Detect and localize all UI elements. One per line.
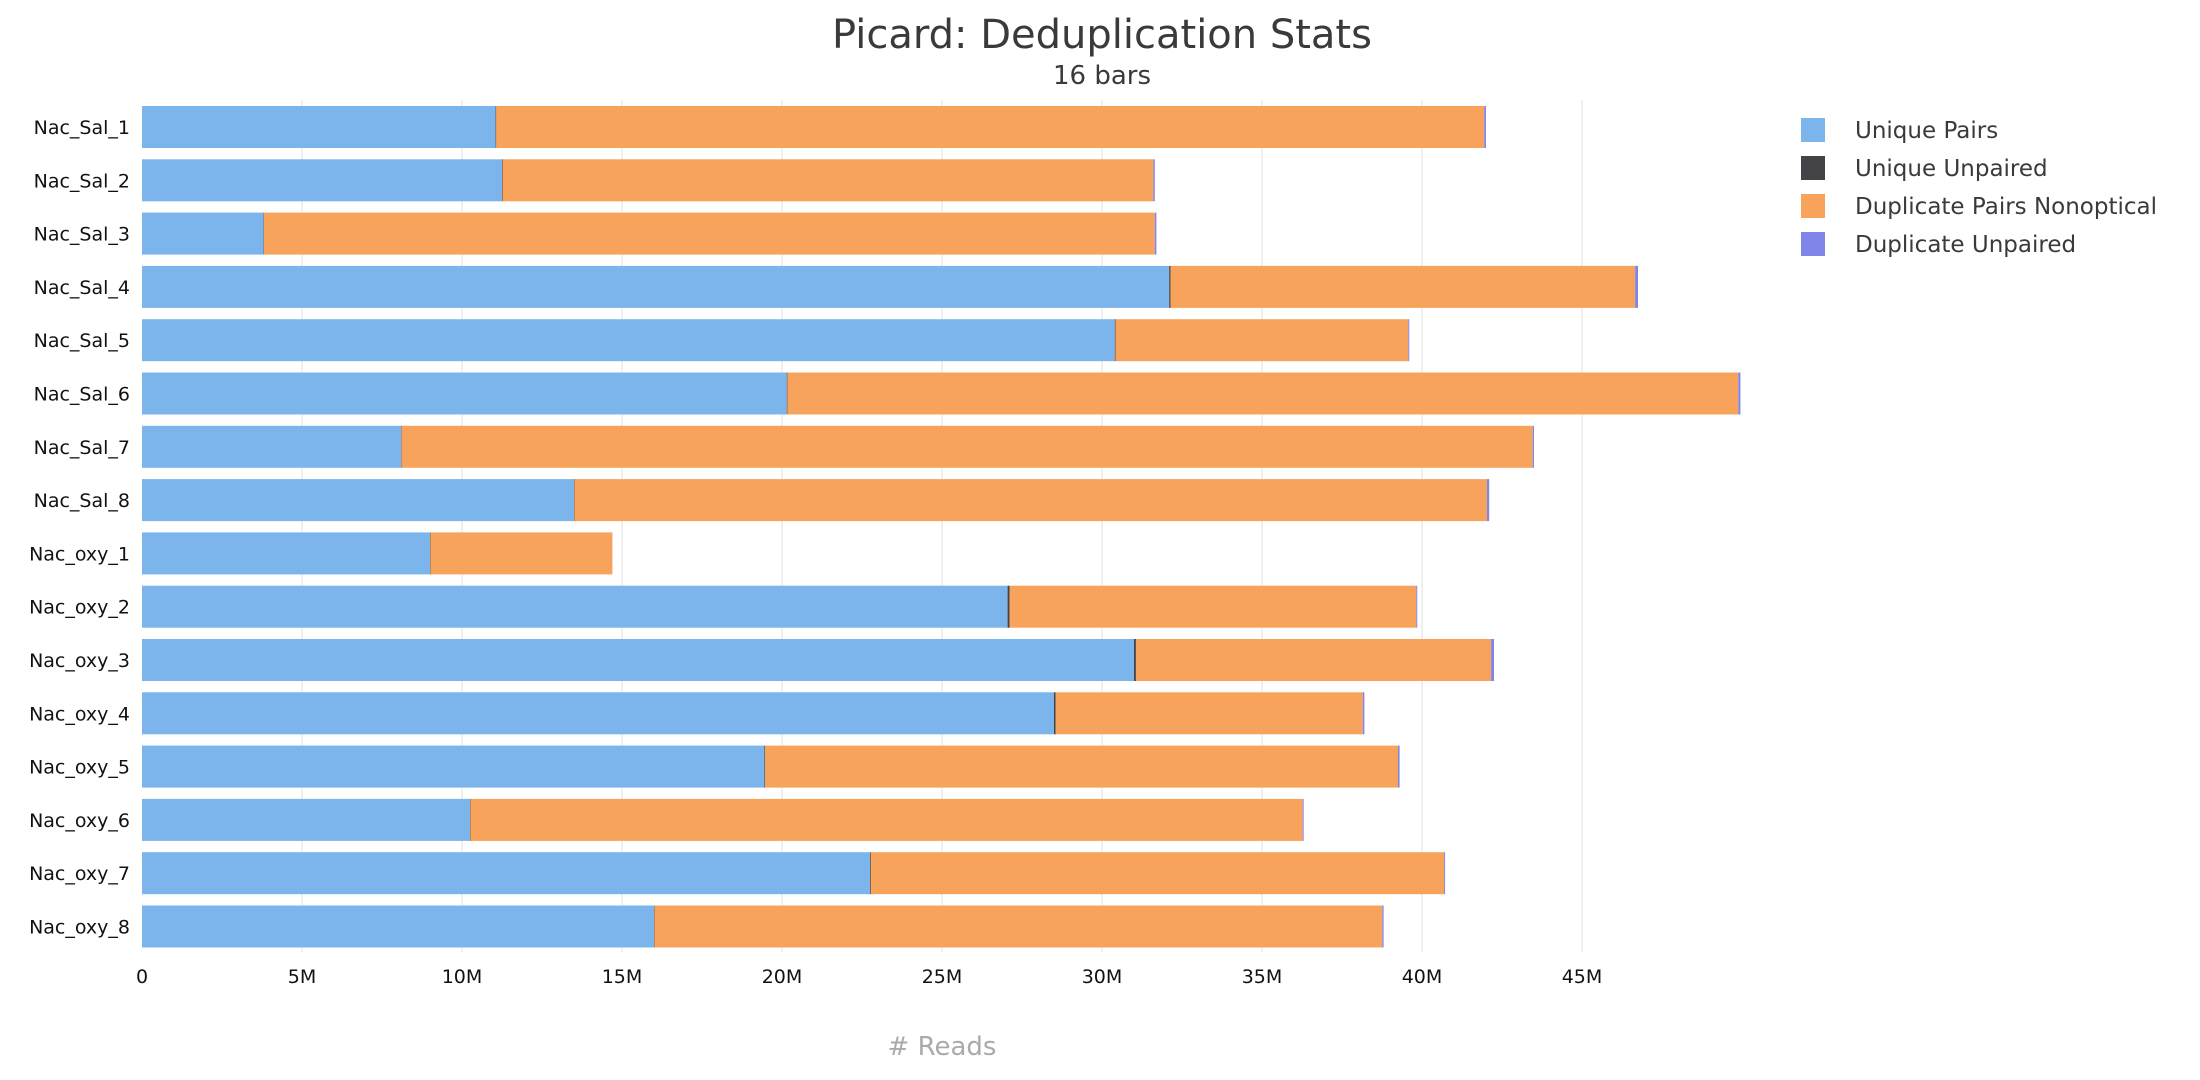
category-label: Nac_oxy_3 <box>29 650 130 672</box>
x-tick-label: 20M <box>762 966 803 988</box>
bar-segment <box>142 265 1170 308</box>
bar-segment <box>765 745 1398 788</box>
bar-segment <box>142 532 430 575</box>
bar-segment <box>1007 585 1010 628</box>
bar-segment <box>502 159 1154 202</box>
bar-segment <box>1362 692 1365 735</box>
category-label: Nac_Sal_7 <box>34 437 130 459</box>
y-axis-labels: Nac_Sal_1 Nac_Sal_2 Nac_Sal_3 Nac_Sal_4 Nac_… <box>29 117 130 939</box>
bar-segment <box>142 905 654 948</box>
category-label: Nac_oxy_4 <box>29 703 130 725</box>
bar-segment <box>142 372 787 415</box>
bar-segment <box>1169 265 1171 308</box>
bar-segment <box>870 852 871 895</box>
category-label: Nac_Sal_2 <box>34 170 130 192</box>
bar-segment <box>1114 319 1116 362</box>
bar-segment <box>1484 106 1486 148</box>
legend-item: Unique Unpaired <box>1855 156 2048 182</box>
bar-segment <box>1135 639 1492 681</box>
category-label: Nac_oxy_5 <box>29 757 130 779</box>
category-label: Nac_Sal_3 <box>34 224 130 246</box>
x-tick-label: 40M <box>1402 966 1443 988</box>
bar-segment <box>430 532 613 575</box>
legend-swatch <box>1801 156 1825 180</box>
bar-segment <box>1154 212 1157 255</box>
x-tick-label: 35M <box>1242 966 1283 988</box>
category-label: Nac_Sal_1 <box>34 117 130 139</box>
bar-segment <box>1115 319 1409 362</box>
bar-segment <box>574 479 1487 522</box>
x-tick-label: 0 <box>136 966 148 988</box>
category-label: Nac_oxy_8 <box>29 917 130 939</box>
bar-segment <box>1444 852 1446 895</box>
bar-segment <box>870 852 1445 895</box>
bar-segment <box>1491 639 1494 681</box>
bar-segment <box>1398 745 1400 788</box>
x-axis-title: # Reads <box>888 1032 997 1062</box>
bar-segment <box>496 106 1485 148</box>
bar-segment <box>263 212 1155 255</box>
legend-item: Unique Pairs <box>1855 118 1998 144</box>
bar-segment <box>142 159 502 202</box>
bar-segment <box>1408 319 1410 362</box>
x-axis-ticks: 0 5M 10M 15M 20M 25M 30M 35M 40M 45M <box>136 966 1602 988</box>
bar-segment <box>1054 692 1056 735</box>
bar-segment <box>142 639 1134 681</box>
category-label: Nac_oxy_2 <box>29 597 130 619</box>
bar-segment <box>1486 479 1490 522</box>
bar-segment <box>142 798 470 841</box>
category-label: Nac_oxy_1 <box>29 543 130 565</box>
bars <box>142 106 1741 948</box>
legend-swatch <box>1801 118 1825 142</box>
legend-swatch <box>1801 194 1825 218</box>
bar-segment <box>1416 585 1418 628</box>
bar-segment <box>1170 265 1636 308</box>
bar-segment <box>654 905 1383 948</box>
category-label: Nac_Sal_4 <box>34 277 130 299</box>
x-tick-label: 5M <box>288 966 316 988</box>
bar-segment <box>142 106 496 148</box>
bar-segment <box>1009 585 1417 628</box>
bar-segment <box>142 585 1008 628</box>
legend-swatch <box>1801 232 1825 256</box>
bar-segment <box>787 372 1739 415</box>
bar-segment <box>1302 798 1304 841</box>
bar-segment <box>1055 692 1363 735</box>
category-label: Nac_Sal_5 <box>34 330 130 352</box>
bar-segment <box>1635 265 1638 308</box>
bar-segment <box>1134 639 1136 681</box>
bar-segment <box>764 745 766 788</box>
legend-item: Duplicate Pairs Nonoptical <box>1855 194 2157 220</box>
x-tick-label: 30M <box>1082 966 1123 988</box>
x-tick-label: 25M <box>922 966 963 988</box>
x-tick-label: 45M <box>1562 966 1603 988</box>
chart-title: Picard: Deduplication Stats <box>832 12 1372 58</box>
bar-segment <box>1532 425 1534 468</box>
category-label: Nac_Sal_8 <box>34 490 130 512</box>
legend-item: Duplicate Unpaired <box>1855 232 2076 258</box>
bar-segment <box>142 745 765 788</box>
category-label: Nac_oxy_7 <box>29 863 130 885</box>
bar-segment <box>142 212 264 255</box>
chart-subtitle: 16 bars <box>1053 61 1151 91</box>
category-label: Nac_Sal_6 <box>34 384 130 406</box>
bar-segment <box>142 479 574 522</box>
bar-segment <box>142 852 870 895</box>
bar-segment <box>1153 159 1155 202</box>
bar-segment <box>401 425 1533 468</box>
category-label: Nac_oxy_6 <box>29 810 130 832</box>
x-tick-label: 15M <box>602 966 643 988</box>
bar-segment <box>142 319 1115 362</box>
bar-segment <box>1382 905 1384 948</box>
legend: Unique Pairs Unique Unpaired Duplicate Pai… <box>1801 118 2157 258</box>
bar-segment <box>142 425 402 468</box>
bar-segment <box>1738 372 1741 415</box>
bar-segment <box>470 798 1303 841</box>
bar-segment <box>142 692 1054 735</box>
x-tick-label: 10M <box>442 966 483 988</box>
